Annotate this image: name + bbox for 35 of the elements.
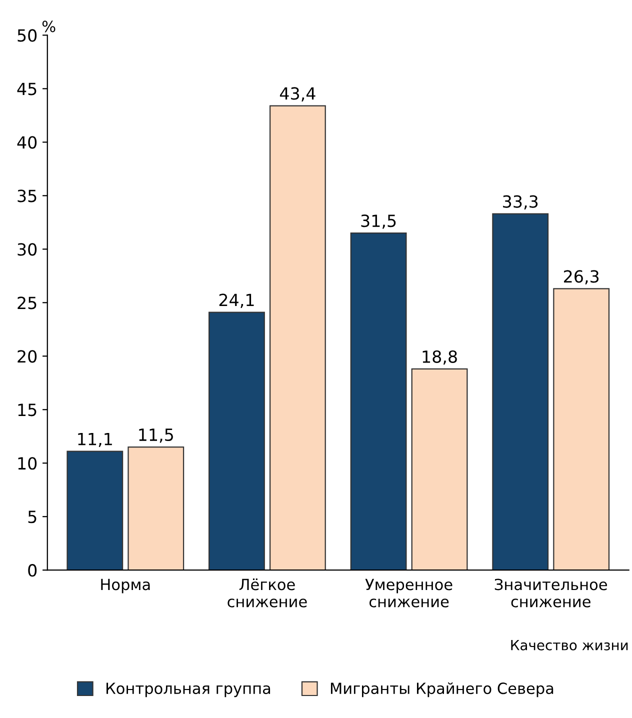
- data-label: 33,3: [503, 195, 538, 210]
- y-tick-label: 15: [18, 404, 36, 416]
- data-label: 11,1: [78, 432, 112, 448]
- y-tick-label: 30: [18, 243, 37, 256]
- y-tick-label: 45: [17, 82, 36, 96]
- data-label: 31,5: [361, 214, 396, 229]
- y-tick-label: 40: [17, 136, 37, 149]
- y-tick-label: 35: [18, 190, 36, 202]
- y-tick-label: 50: [18, 29, 37, 42]
- bar: [128, 446, 184, 570]
- data-label: 11,5: [139, 428, 173, 443]
- legend-label: Мигранты Крайнего Севера: [330, 682, 554, 698]
- bar: [492, 213, 549, 570]
- x-tick-label: Лёгкое снижение: [228, 578, 307, 608]
- data-label: 43,4: [280, 87, 316, 102]
- x-axis-title: Качество жизни: [511, 640, 628, 650]
- y-tick-label: 25: [18, 296, 36, 310]
- bar: [208, 312, 265, 570]
- y-tick-label: 0: [28, 564, 37, 577]
- bar: [350, 232, 407, 570]
- x-tick-label: Норма: [101, 578, 150, 594]
- y-tick-label: 20: [18, 350, 37, 363]
- y-axis-title: %: [42, 20, 56, 32]
- bar: [269, 105, 326, 570]
- y-tick-label: 5: [28, 510, 36, 524]
- legend-label: Контрольная группа: [106, 682, 270, 698]
- x-tick-label: Умеренное снижение: [365, 578, 452, 608]
- bar: [411, 368, 468, 570]
- data-label: 18,8: [422, 350, 457, 365]
- bar: [553, 288, 610, 570]
- bar: [66, 450, 124, 570]
- data-label: 26,3: [564, 270, 599, 284]
- data-label: 24,1: [219, 294, 254, 308]
- y-tick-label: 10: [18, 457, 37, 470]
- x-tick-label: Значительное снижение: [494, 578, 607, 608]
